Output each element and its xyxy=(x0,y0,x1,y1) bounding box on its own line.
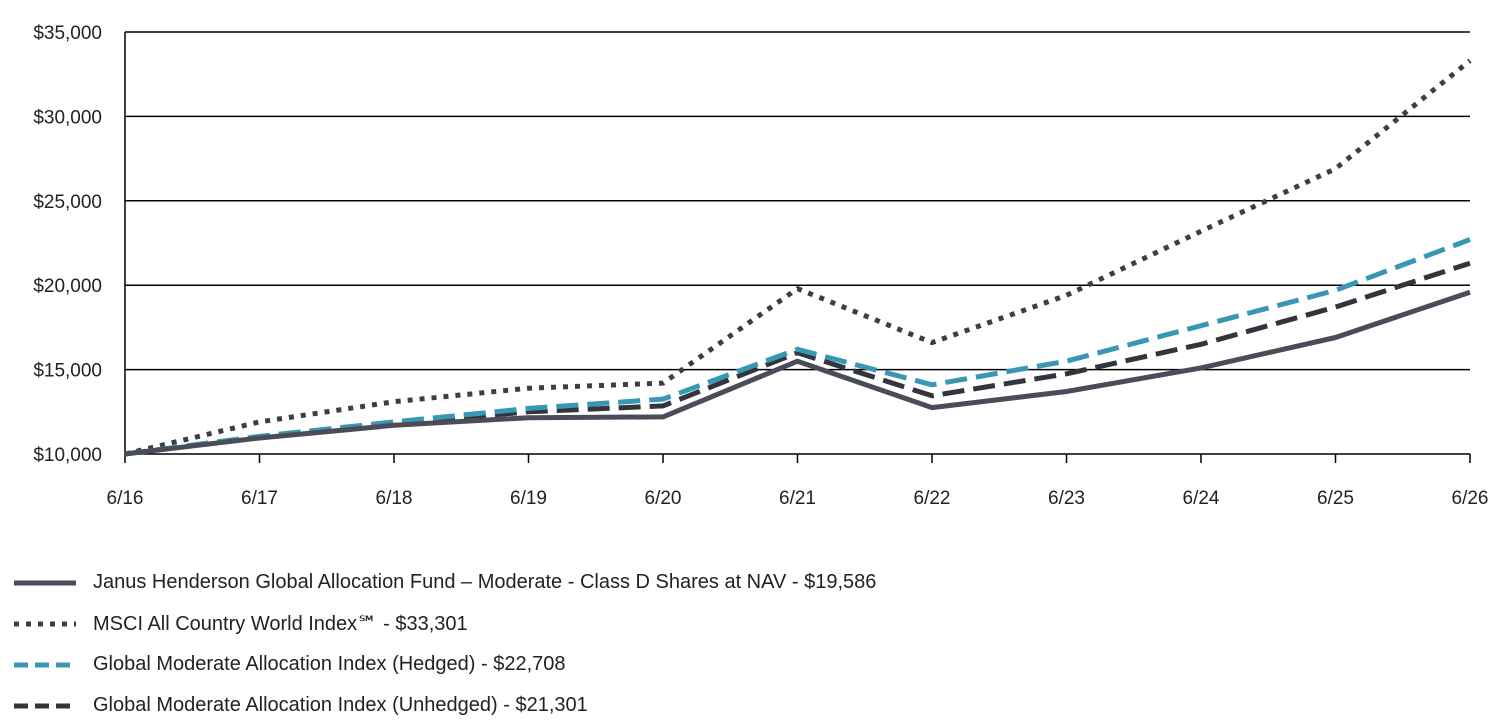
legend-item: MSCI All Country World Index℠ - $33,301 xyxy=(14,603,1494,644)
legend: Janus Henderson Global Allocation Fund –… xyxy=(14,562,1494,726)
legend-label: Janus Henderson Global Allocation Fund –… xyxy=(93,571,877,593)
y-axis: $10,000 $15,000 $20,000 $25,000 $30,000 $35,0… xyxy=(33,23,126,466)
y-tick-label: $10,000 xyxy=(33,445,102,466)
grid-lines xyxy=(125,31,1470,455)
x-tick-label: 6/18 xyxy=(376,488,413,509)
x-tick-label: 6/25 xyxy=(1317,488,1354,509)
y-tick-label: $35,000 xyxy=(33,23,102,44)
legend-item: Global Moderate Allocation Index (Hedged… xyxy=(14,644,1494,685)
legend-label: MSCI All Country World Index℠ - $33,301 xyxy=(93,613,468,635)
legend-swatch xyxy=(14,703,76,708)
series-lines xyxy=(124,58,1472,457)
y-tick-label: $25,000 xyxy=(33,192,102,213)
line-chart: 6/16 6/17 6/18 6/19 6/20 6/21 6/22 6/23 6/24 6/25… xyxy=(33,23,1489,509)
legend-item: Janus Henderson Global Allocation Fund –… xyxy=(14,562,1494,603)
x-tick-label: 6/24 xyxy=(1183,488,1220,509)
x-tick-label: 6/20 xyxy=(645,488,682,509)
x-tick-label: 6/19 xyxy=(510,488,547,509)
legend-label: Global Moderate Allocation Index (Unhedg… xyxy=(93,694,588,716)
legend-label: Global Moderate Allocation Index (Hedged… xyxy=(93,653,566,675)
x-tick-label: 6/22 xyxy=(914,488,951,509)
legend-swatch xyxy=(14,662,76,667)
series-line-3 xyxy=(124,237,1471,457)
y-tick-label: $20,000 xyxy=(33,276,102,297)
x-tick-label: 6/21 xyxy=(779,488,816,509)
series-line-4 xyxy=(124,260,1471,457)
legend-swatch xyxy=(14,580,76,585)
x-tick-label: 6/17 xyxy=(241,488,278,509)
series-line-2 xyxy=(124,58,1472,457)
legend-swatch xyxy=(14,621,76,626)
x-tick-label: 6/26 xyxy=(1452,488,1489,509)
series-line-1 xyxy=(124,289,1471,457)
y-tick-label: $30,000 xyxy=(33,107,102,128)
y-tick-label: $15,000 xyxy=(33,361,102,382)
x-axis: 6/16 6/17 6/18 6/19 6/20 6/21 6/22 6/23 6/24 6/25… xyxy=(107,454,1489,509)
legend-item: Global Moderate Allocation Index (Unhedg… xyxy=(14,685,1494,726)
x-tick-label: 6/23 xyxy=(1048,488,1085,509)
x-tick-label: 6/16 xyxy=(107,488,144,509)
